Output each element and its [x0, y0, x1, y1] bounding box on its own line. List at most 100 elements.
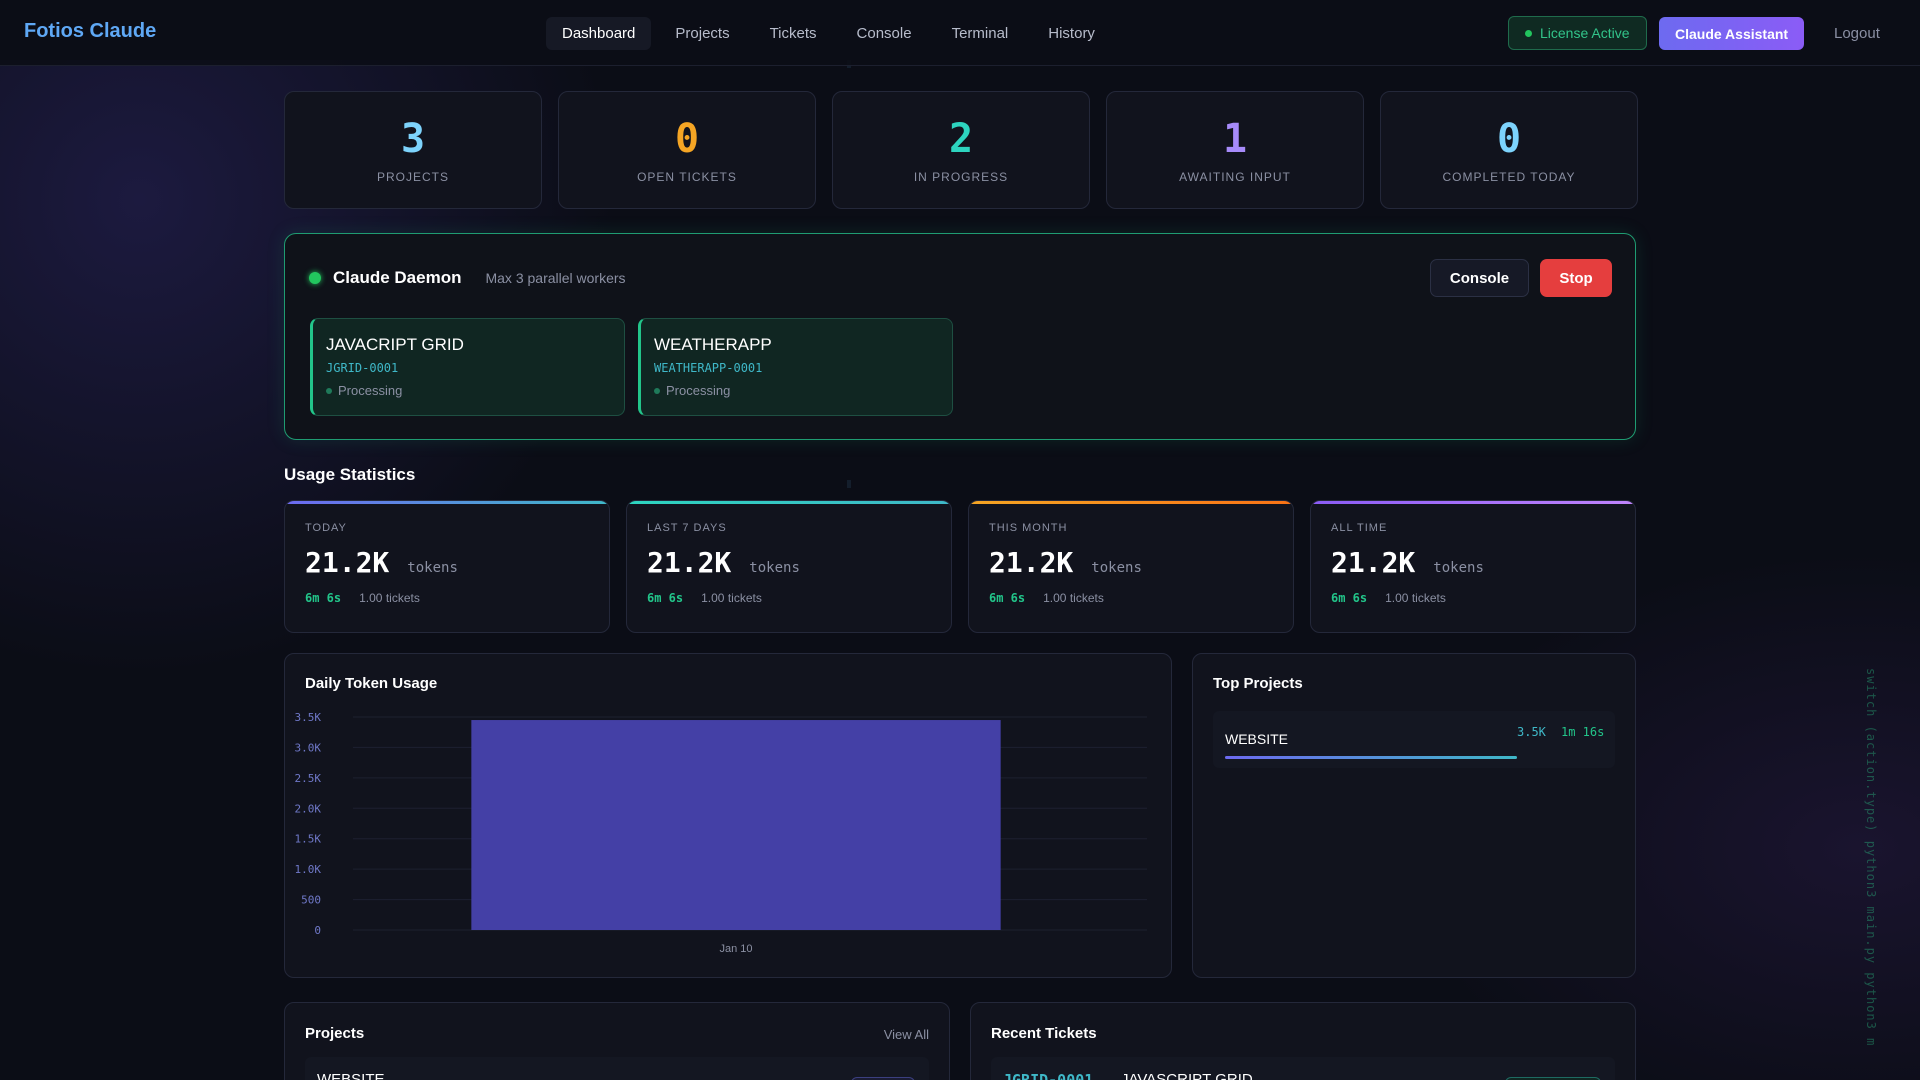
usage-period: LAST 7 DAYS: [647, 522, 727, 534]
worker-state-label: Processing: [666, 383, 731, 398]
daemon-running-dot-icon: [309, 272, 321, 284]
nav-projects[interactable]: Projects: [675, 25, 730, 42]
worker-project-name: WEATHERAPP: [654, 335, 772, 354]
stat-card-completed-today: 0 COMPLETED TODAY: [1380, 91, 1638, 209]
usage-cards: TODAY 21.2K tokens 6m 6s 1.00 tickets LAST…: [284, 500, 1636, 633]
stat-label: AWAITING INPUT: [1179, 170, 1291, 184]
bar: [471, 720, 1001, 930]
top-project-tokens: 3.5K: [1517, 725, 1546, 739]
usage-card-today: TODAY 21.2K tokens 6m 6s 1.00 tickets: [284, 500, 610, 633]
nav-links: Dashboard Projects Tickets Console Termi…: [546, 17, 1111, 50]
usage-tickets: 1.00 tickets: [1385, 591, 1446, 605]
usage-card-all-time: ALL TIME 21.2K tokens 6m 6s 1.00 tickets: [1310, 500, 1636, 633]
y-tick-label: 3.5K: [295, 711, 322, 724]
stat-value: 0: [1496, 116, 1522, 162]
usage-period: ALL TIME: [1331, 522, 1388, 534]
license-status-label: License Active: [1540, 25, 1630, 41]
usage-unit: tokens: [407, 560, 458, 576]
usage-duration: 6m 6s: [989, 591, 1026, 605]
usage-tokens: 21.2K: [989, 546, 1074, 579]
stat-label: PROJECTS: [376, 170, 449, 184]
daemon-panel: Claude Daemon Max 3 parallel workers Con…: [284, 233, 1636, 440]
usage-period: TODAY: [305, 522, 347, 534]
daily-token-usage-chart: 0 500 1.0K 1.5K 2.0K 2.5K 3.0K 3.5K Jan 10: [295, 711, 1147, 955]
y-tick-label: 1.5K: [295, 833, 322, 846]
logout-link[interactable]: Logout: [1834, 25, 1880, 42]
projects-title: Projects: [305, 1025, 365, 1042]
project-name: WEBSITE: [317, 1071, 385, 1080]
worker-card[interactable]: WEATHERAPP WEATHERAPP-0001 Processing: [638, 318, 953, 416]
processing-dot-icon: [326, 387, 332, 394]
brand-logo[interactable]: Fotios Claude: [24, 20, 157, 42]
stat-label: IN PROGRESS: [913, 170, 1009, 184]
y-tick-label: 2.0K: [295, 802, 322, 815]
usage-section-title: Usage Statistics: [284, 465, 416, 484]
worker-state-label: Processing: [338, 383, 403, 398]
ticket-id: JGRID-0001: [1003, 1071, 1094, 1080]
daily-token-usage-card: Daily Token Usage 0 500 1.0K 1.5K 2.0K 2.5K 3.…: [284, 653, 1172, 978]
claude-assistant-button[interactable]: Claude Assistant: [1659, 17, 1805, 50]
y-tick-label: 1.0K: [295, 863, 322, 876]
license-status-badge: License Active: [1508, 16, 1647, 50]
daemon-stop-button[interactable]: Stop: [1540, 259, 1612, 297]
usage-tickets: 1.00 tickets: [701, 591, 762, 605]
usage-tickets: 1.00 tickets: [359, 591, 420, 605]
worker-ticket-id: WEATHERAPP-0001: [654, 361, 763, 375]
y-tick-label: 3.0K: [295, 741, 322, 754]
ticket-name: JAVASCRIPT GRID: [1121, 1071, 1253, 1080]
worker-project-name: JAVACRIPT GRID: [326, 335, 464, 354]
usage-tickets: 1.00 tickets: [1043, 591, 1104, 605]
daemon-header: Claude Daemon Max 3 parallel workers: [309, 268, 626, 288]
daemon-subtitle: Max 3 parallel workers: [485, 270, 626, 286]
usage-unit: tokens: [749, 560, 800, 576]
y-tick-label: 500: [301, 894, 321, 907]
stat-value: 0: [674, 116, 700, 162]
top-project-name: WEBSITE: [1225, 731, 1289, 747]
nav-console[interactable]: Console: [856, 25, 912, 42]
stat-card-in-progress: 2 IN PROGRESS: [832, 91, 1090, 209]
project-row[interactable]: WEBSITE: [305, 1057, 929, 1080]
usage-tokens: 21.2K: [305, 546, 390, 579]
status-dot-icon: [1525, 29, 1532, 37]
usage-period: THIS MONTH: [989, 522, 1068, 534]
usage-accent-line: [285, 501, 609, 504]
stat-card-projects: 3 PROJECTS: [284, 91, 542, 209]
usage-unit: tokens: [1433, 560, 1484, 576]
stat-card-open-tickets: 0 OPEN TICKETS: [558, 91, 816, 209]
nav-tickets[interactable]: Tickets: [769, 25, 817, 42]
usage-duration: 6m 6s: [1331, 591, 1368, 605]
worker-ticket-id: JGRID-0001: [326, 361, 399, 375]
stat-card-awaiting-input: 1 AWAITING INPUT: [1106, 91, 1364, 209]
top-project-usage-bar: [1225, 756, 1517, 759]
ticket-row[interactable]: JGRID-0001 JAVASCRIPT GRID: [991, 1057, 1615, 1080]
stat-label: OPEN TICKETS: [637, 170, 737, 184]
x-tick-label: Jan 10: [719, 943, 752, 955]
recent-tickets-card: Recent Tickets JGRID-0001 JAVASCRIPT GRI…: [970, 1002, 1636, 1080]
y-tick-label: 0: [314, 924, 321, 937]
stat-value: 1: [1222, 116, 1248, 162]
y-tick-label: 2.5K: [295, 772, 322, 785]
stat-cards: 3 PROJECTS 0 OPEN TICKETS 2 IN PROGRESS …: [284, 91, 1638, 209]
projects-card: Projects View All WEBSITE: [284, 1002, 950, 1080]
usage-duration: 6m 6s: [647, 591, 684, 605]
nav-dashboard[interactable]: Dashboard: [546, 17, 652, 50]
usage-accent-line: [627, 501, 951, 504]
worker-list: JAVACRIPT GRID JGRID-0001 Processing WEA…: [310, 318, 953, 416]
nav-terminal[interactable]: Terminal: [951, 25, 1009, 42]
usage-accent-line: [969, 501, 1293, 504]
nav-history[interactable]: History: [1048, 25, 1095, 42]
top-project-item[interactable]: WEBSITE 3.5K 1m 16s: [1213, 711, 1615, 768]
usage-unit: tokens: [1091, 560, 1142, 576]
worker-card[interactable]: JAVACRIPT GRID JGRID-0001 Processing: [310, 318, 625, 416]
worker-state: Processing: [654, 383, 952, 398]
recent-tickets-title: Recent Tickets: [991, 1025, 1097, 1042]
background-side-code: switch (action.type) python3 main.py pyt…: [1864, 668, 1878, 1047]
daemon-console-button[interactable]: Console: [1430, 259, 1529, 297]
stat-value: 2: [948, 116, 974, 162]
stat-value: 3: [400, 116, 426, 162]
top-projects-title: Top Projects: [1213, 675, 1303, 692]
stat-label: COMPLETED TODAY: [1442, 170, 1576, 184]
top-project-duration: 1m 16s: [1561, 725, 1605, 739]
projects-view-all-link[interactable]: View All: [883, 1027, 929, 1042]
usage-tokens: 21.2K: [647, 546, 732, 579]
